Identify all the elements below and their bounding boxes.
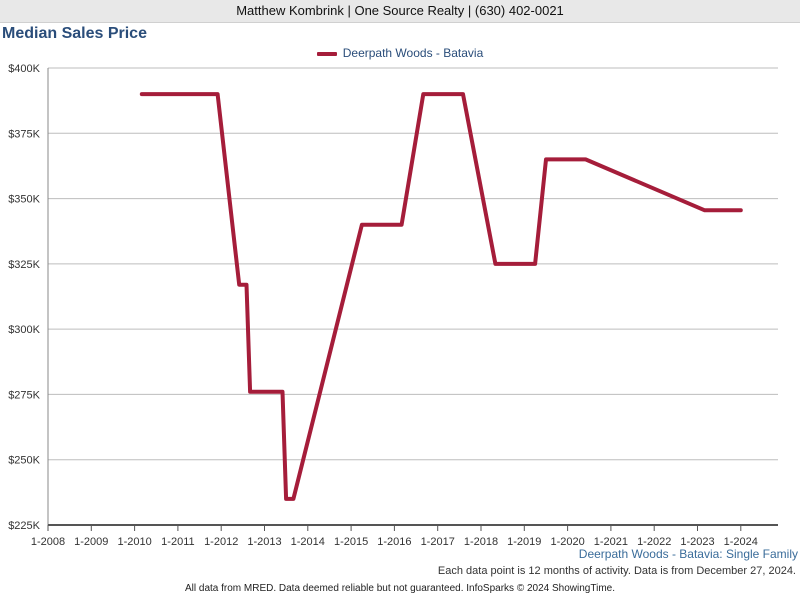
x-tick-label: 1-2021 [594,536,628,548]
x-tick-label: 1-2009 [74,536,108,548]
x-tick-label: 1-2012 [204,536,238,548]
header-bar: Matthew Kombrink | One Source Realty | (… [0,0,800,23]
legend-label: Deerpath Woods - Batavia [342,46,484,60]
x-tick-label: 1-2013 [247,536,281,548]
y-tick-label: $350K [8,194,40,206]
x-tick-label: 1-2024 [724,536,758,548]
x-tick-label: 1-2010 [117,536,151,548]
y-tick-label: $300K [8,324,40,336]
y-tick-label: $275K [8,389,40,401]
x-tick-label: 1-2014 [291,536,325,548]
legend[interactable]: Deerpath Woods - Batavia [0,46,800,60]
series-line [139,92,743,501]
legend-swatch [316,51,337,56]
y-tick-label: $225K [8,520,40,532]
x-tick-label: 1-2015 [334,536,368,548]
chart-note: Each data point is 12 months of activity… [437,565,796,577]
x-tick-label: 1-2022 [637,536,671,548]
footer-text: All data from MRED. Data deemed reliable… [184,583,615,594]
x-tick-label: 1-2020 [550,536,584,548]
x-tick-label: 1-2019 [507,536,541,548]
x-tick-label: 1-2018 [464,536,498,548]
x-tick-label: 1-2023 [680,536,714,548]
y-tick-label: $250K [8,455,40,467]
header-text: Matthew Kombrink | One Source Realty | (… [236,3,564,18]
x-tick-label: 1-2008 [31,536,65,548]
x-tick-label: 1-2011 [161,536,194,548]
chart-title: Median Sales Price [2,25,147,42]
chart-subtitle: Deerpath Woods - Batavia: Single Family [578,547,798,561]
y-tick-label: $400K [8,63,40,75]
y-tick-label: $325K [8,259,40,271]
y-tick-label: $375K [8,128,40,140]
x-tick-label: 1-2016 [377,536,411,548]
x-tick-label: 1-2017 [421,536,455,548]
